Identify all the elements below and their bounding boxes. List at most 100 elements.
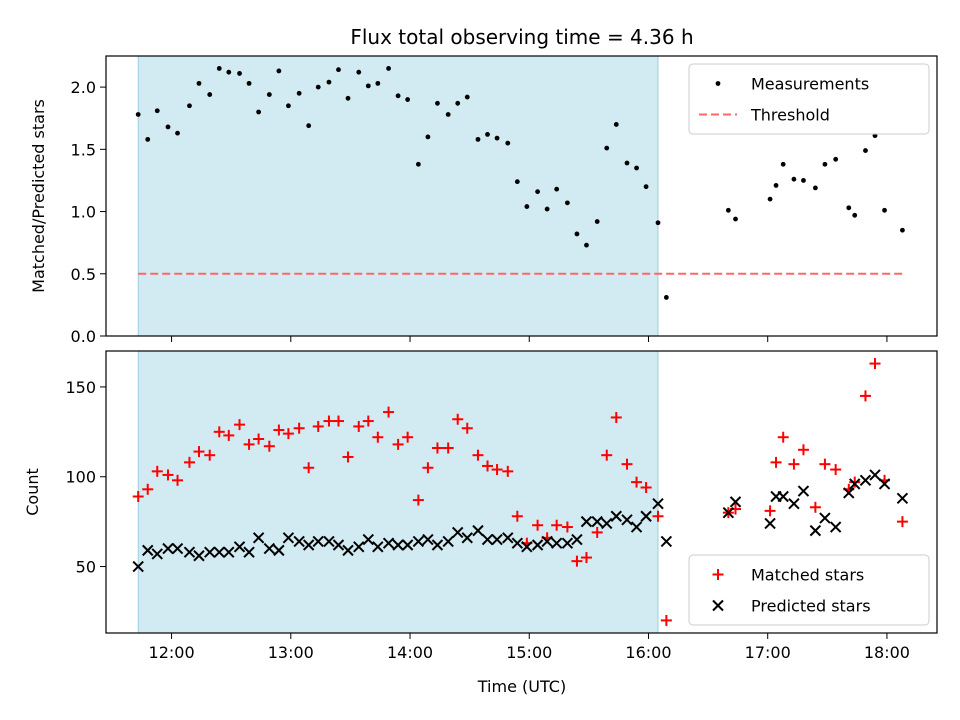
data-point — [216, 66, 222, 71]
data-point — [193, 550, 205, 562]
data-point — [442, 442, 454, 454]
data-point — [660, 535, 673, 548]
data-point — [788, 497, 800, 510]
data-point — [801, 178, 806, 183]
data-point — [392, 539, 404, 551]
marker-stroke — [183, 546, 196, 558]
data-point — [610, 510, 622, 522]
marker-stroke — [580, 515, 593, 528]
legend-item: Predicted stars — [712, 597, 871, 616]
marker-stroke — [132, 560, 144, 573]
data-point — [353, 541, 365, 553]
data-point — [253, 433, 265, 445]
x-tick-label: 14:00 — [387, 643, 433, 662]
marker-stroke — [302, 539, 315, 551]
marker-stroke — [712, 599, 724, 612]
marker-stroke — [502, 532, 514, 544]
data-point — [445, 112, 451, 117]
data-point — [809, 501, 821, 513]
marker-stroke — [531, 539, 544, 551]
marker-stroke — [204, 546, 216, 558]
marker-stroke — [193, 550, 205, 562]
legend-label: Matched stars — [751, 566, 864, 585]
data-point — [532, 519, 544, 531]
data-point — [383, 406, 395, 418]
marker-stroke — [591, 515, 603, 528]
legend-marker — [715, 81, 721, 86]
data-point — [213, 426, 225, 438]
y-tick-label: 2.0 — [71, 78, 96, 97]
data-point — [502, 465, 514, 477]
data-point — [843, 487, 855, 499]
y-tick-label: 1.0 — [71, 203, 96, 222]
marker-stroke — [353, 541, 365, 553]
data-point — [263, 542, 276, 555]
data-point — [571, 555, 583, 567]
data-point — [356, 69, 362, 75]
marker-stroke — [233, 541, 246, 553]
marker-stroke — [896, 492, 909, 504]
data-point — [405, 97, 411, 102]
marker-stroke — [819, 512, 831, 524]
data-point — [561, 537, 574, 549]
data-point — [594, 219, 600, 224]
data-point — [521, 541, 533, 553]
data-point — [610, 411, 622, 423]
data-point — [869, 358, 881, 370]
marker-stroke — [722, 506, 735, 519]
data-point — [849, 478, 861, 490]
data-point — [472, 524, 484, 537]
data-point — [154, 108, 160, 114]
data-point — [151, 465, 163, 477]
data-point — [193, 446, 205, 458]
marker-stroke — [431, 539, 444, 551]
legend-marker — [712, 599, 724, 612]
marker-stroke — [550, 537, 563, 549]
marker-stroke — [323, 535, 335, 548]
y-tick-label: 50 — [76, 558, 96, 577]
data-point — [425, 134, 431, 140]
data-point — [812, 185, 818, 191]
data-point — [402, 431, 414, 443]
data-point — [375, 80, 381, 86]
legend-box — [688, 554, 930, 626]
data-point — [412, 494, 424, 506]
marker-stroke — [630, 521, 643, 533]
bottom-panel: 50 100 150 12:00 13:00 14:00 15:00 16:00 17:00 18… — [23, 350, 938, 662]
data-point — [505, 140, 511, 146]
data-point — [455, 100, 461, 106]
data-point — [315, 84, 321, 90]
data-point — [362, 533, 375, 546]
marker-stroke — [843, 487, 855, 499]
legend-item: Matched stars — [712, 566, 864, 585]
x-tick-label: 18:00 — [864, 643, 910, 662]
data-point — [640, 510, 652, 522]
marker-stroke — [263, 542, 276, 555]
data-point — [797, 485, 810, 497]
data-point — [382, 537, 395, 549]
legend-item: Measurements — [715, 75, 869, 94]
data-point — [859, 474, 872, 487]
data-point — [282, 532, 295, 544]
data-point — [819, 458, 831, 470]
marker-stroke — [362, 533, 375, 546]
data-point — [362, 415, 374, 427]
data-point — [395, 93, 401, 99]
data-point — [472, 449, 484, 461]
marker-stroke — [777, 490, 789, 503]
data-point — [365, 83, 371, 89]
data-point — [621, 458, 633, 470]
data-point — [273, 424, 285, 436]
marker-stroke — [332, 539, 345, 551]
chart-title: Flux total observing time = 4.36 h — [350, 25, 693, 49]
data-point — [422, 533, 434, 546]
data-point — [372, 541, 384, 553]
data-point — [422, 462, 434, 474]
marker-stroke — [878, 478, 891, 490]
marker-stroke — [243, 546, 255, 558]
x-axis-label: Time (UTC) — [477, 677, 566, 696]
data-point — [246, 80, 252, 86]
data-point — [415, 161, 421, 167]
data-point — [725, 207, 731, 213]
